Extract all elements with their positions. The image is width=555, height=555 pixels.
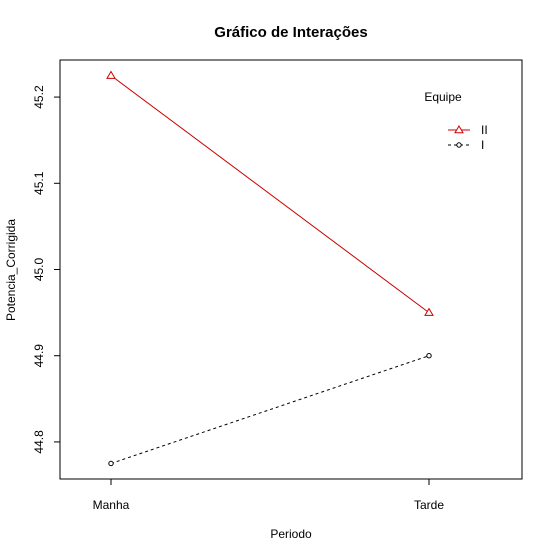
legend-marker-triangle <box>454 125 464 134</box>
legend-marker-circle <box>456 142 462 148</box>
legend-entry: I <box>448 138 484 152</box>
series-line <box>110 75 430 314</box>
y-tick-label: 44.9 <box>32 344 46 368</box>
chart-title: Gráfico de Interações <box>214 24 367 41</box>
legend: Equipe III <box>424 90 487 152</box>
plot-area-frame <box>59 59 523 480</box>
data-point-circle <box>426 353 432 359</box>
y-tick-label: 45.2 <box>32 85 46 109</box>
legend-entry: II <box>448 123 488 137</box>
x-axis-label: Periodo <box>270 527 312 541</box>
x-tick-label: Manha <box>93 498 130 512</box>
y-tick-label: 45.1 <box>32 171 46 195</box>
x-tick-label: Tarde <box>414 498 444 512</box>
y-axis: 44.8 44.9 45.0 45.1 45.2 <box>32 85 60 454</box>
legend-label: I <box>481 138 484 152</box>
y-tick-label: 44.8 <box>32 430 46 454</box>
data-point-circle <box>108 460 114 467</box>
x-axis: Manha Tarde <box>93 479 444 512</box>
series-line <box>110 355 430 464</box>
legend-title: Equipe <box>424 90 462 104</box>
y-tick-label: 45.0 <box>32 257 46 281</box>
legend-label: II <box>481 123 488 137</box>
series-layer <box>106 70 434 467</box>
data-point-triangle <box>424 307 434 316</box>
series-i-group <box>108 353 432 467</box>
series-ii-group <box>106 70 434 316</box>
data-point-triangle <box>106 70 116 79</box>
y-axis-label: Potencia_Corrigida <box>4 219 18 321</box>
